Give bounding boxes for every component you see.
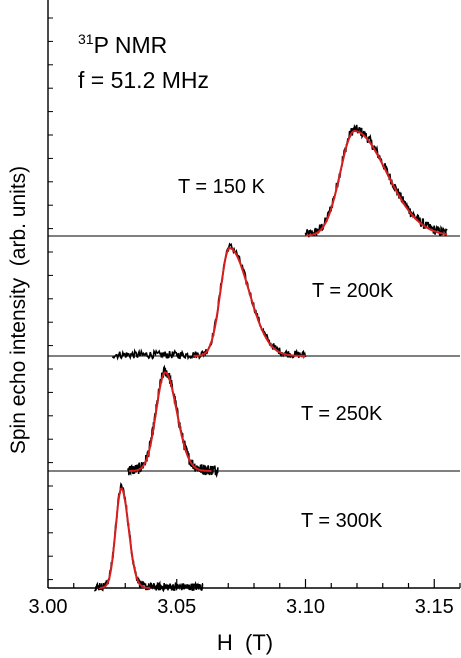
fit-curves [98, 129, 448, 589]
fit-curve [98, 487, 151, 589]
spectra-series [94, 123, 448, 593]
panel-label-150k: T = 150 K [178, 176, 266, 198]
data-trace [111, 242, 307, 361]
title-nucleus: P NMR [94, 32, 168, 58]
axis-ticks [47, 17, 461, 588]
fit-curve [305, 129, 448, 237]
panel-label-250k: T = 250K [301, 403, 383, 425]
x-tick-label: 3.05 [157, 596, 196, 618]
fit-curve [129, 371, 212, 472]
title-line-2: f = 51.2 MHz [78, 67, 209, 93]
title-line-1: 31P NMR [78, 31, 167, 58]
title-superscript: 31 [78, 31, 94, 47]
x-tick-label: 3.00 [29, 596, 68, 618]
y-axis-label: Spin echo intensity (arb. units) [7, 166, 30, 454]
panel-label-300k: T = 300K [301, 510, 383, 532]
x-tick-labels: 3.00 3.05 3.10 3.15 [29, 596, 454, 618]
x-tick-label: 3.15 [415, 596, 454, 618]
x-axis-label: H (T) [217, 630, 273, 655]
baselines [48, 235, 460, 472]
fit-curve [193, 247, 306, 357]
data-trace [127, 364, 219, 478]
panel-label-200k: T = 200K [312, 280, 394, 302]
x-tick-label: 3.10 [286, 596, 325, 618]
